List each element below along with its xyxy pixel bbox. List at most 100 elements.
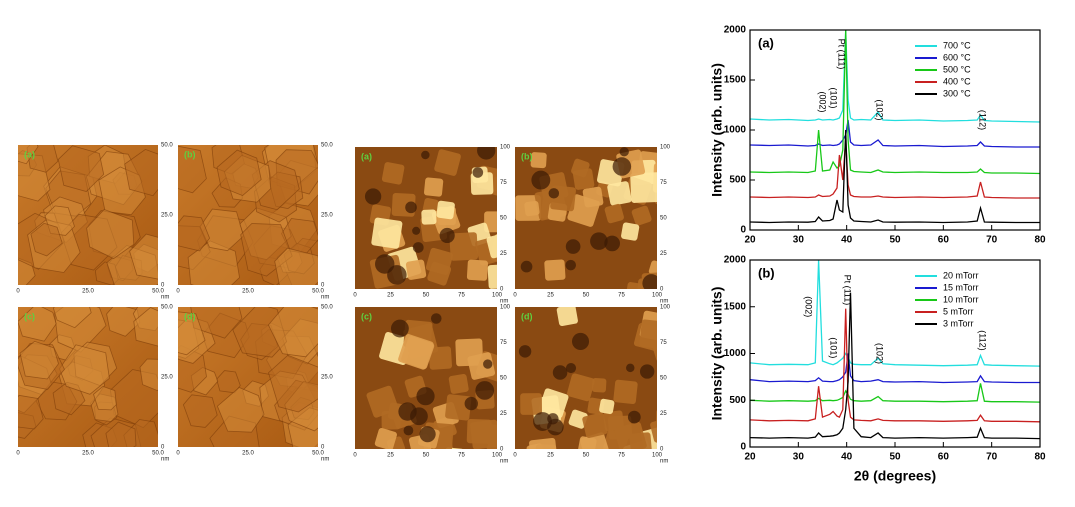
afm-grain <box>19 340 59 380</box>
afm-pit <box>619 147 629 157</box>
y-axis-label: Intensity (arb. units) <box>709 63 725 197</box>
afm-y-tick-label: 50 <box>500 376 507 382</box>
x-tick-label: 30 <box>793 452 805 463</box>
afm-pit <box>403 425 414 436</box>
afm-grain <box>124 148 158 197</box>
afm-y-tick-label: 25 <box>660 251 667 257</box>
afm-pit <box>416 387 435 406</box>
afm-pit <box>412 226 421 235</box>
afm-image <box>178 307 318 447</box>
afm-grain <box>371 217 403 249</box>
series-line <box>750 119 1040 148</box>
afm-y-tick-label: 75 <box>660 340 667 346</box>
x-tick-label: 70 <box>986 452 998 463</box>
afm-grain <box>18 145 39 165</box>
afm-pit <box>565 362 577 374</box>
afm-x-tick-label: 0 <box>353 293 357 299</box>
afm-y-tick-label: 25 <box>500 411 507 417</box>
afm-x-tick-label: 75 <box>618 453 625 459</box>
afm-pit <box>464 396 478 411</box>
afm-grain <box>621 222 640 241</box>
y-tick-label: 500 <box>729 395 746 406</box>
y-tick-label: 2000 <box>724 255 747 266</box>
y-tick-label: 0 <box>740 225 746 236</box>
afm-grain <box>484 211 497 233</box>
afm-pit <box>565 259 576 271</box>
afm-grain <box>424 177 444 197</box>
afm-grain <box>466 418 492 444</box>
afm-unit: nm <box>161 295 169 301</box>
afm-image <box>178 145 318 285</box>
afm-y-tick-label: 0 <box>500 287 504 293</box>
afm-pit <box>590 232 608 250</box>
afm-y-tick-label: 0 <box>321 445 325 451</box>
series-line <box>750 129 1040 224</box>
afm-x-tick-label: 25 <box>547 293 554 299</box>
afm-grain <box>445 394 472 421</box>
afm-y-tick-label: 50 <box>660 216 667 222</box>
afm-y-tick-label: 50 <box>660 376 667 382</box>
afm-grain <box>374 428 397 449</box>
x-tick-label: 30 <box>793 235 805 246</box>
afm-grain <box>268 354 318 413</box>
plot-frame <box>749 29 1041 231</box>
series-line <box>750 353 1040 384</box>
afm-x-tick-label: 50 <box>583 453 590 459</box>
afm-x-tick-label: 25.0 <box>242 289 254 295</box>
series-line <box>750 139 1040 199</box>
afm-pit <box>626 363 635 373</box>
afm-grain <box>652 163 657 194</box>
afm-grain <box>436 200 455 220</box>
afm-pit <box>552 365 568 380</box>
afm-grain <box>187 240 240 285</box>
afm-x-tick-label: 50.0 <box>312 289 324 295</box>
afm-y-tick-label: 25.0 <box>161 213 173 219</box>
afm-pit <box>419 426 436 443</box>
afm-grain <box>614 421 647 449</box>
annotation: Pt (111) <box>837 39 847 70</box>
x-tick-label: 80 <box>1034 452 1046 463</box>
afm-pit <box>627 410 641 424</box>
afm-grain <box>182 394 218 428</box>
afm-x-tick-label: 0 <box>176 451 180 457</box>
afm-panel-label: (a) <box>24 149 35 159</box>
afm-x-tick-label: 0 <box>176 289 180 295</box>
afm-pit <box>518 345 532 358</box>
y-tick-label: 1000 <box>724 348 747 359</box>
series-line <box>750 308 1040 423</box>
afm-grain <box>267 307 318 358</box>
afm-image <box>18 145 158 285</box>
panel-title: (a) <box>758 35 774 50</box>
afm-pit <box>439 227 455 244</box>
afm-grain <box>613 379 638 404</box>
afm-grain <box>567 194 600 227</box>
afm-pit <box>612 157 632 176</box>
annotation: (002) <box>818 91 828 112</box>
afm-grain <box>178 215 211 252</box>
afm-grain <box>571 158 590 178</box>
afm-y-tick-label: 0 <box>660 287 664 293</box>
afm-unit: nm <box>660 299 668 305</box>
afm-grain <box>434 149 461 176</box>
afm-pit <box>364 188 382 205</box>
afm-grain <box>139 358 158 392</box>
afm-grain <box>57 145 105 192</box>
afm-grain <box>178 145 207 194</box>
x-tick-label: 20 <box>744 235 756 246</box>
y-tick-label: 1000 <box>724 125 747 136</box>
afm-grain <box>591 377 607 393</box>
legend-entry: 20 mTorr <box>943 270 979 280</box>
afm-grain <box>599 398 615 415</box>
afm-grain <box>190 307 243 339</box>
legend-entry: 5 mTorr <box>943 306 974 316</box>
afm-y-tick-label: 100 <box>660 305 671 311</box>
afm-y-tick-label: 0 <box>660 447 664 453</box>
afm-grain <box>466 259 489 281</box>
afm-grain <box>524 200 540 217</box>
afm-y-tick-label: 0 <box>161 283 165 289</box>
afm-image <box>18 307 158 447</box>
annotation: (101) <box>829 87 839 108</box>
afm-x-tick-label: 75 <box>458 453 465 459</box>
y-tick-label: 1500 <box>724 301 747 312</box>
series-line <box>750 30 1040 123</box>
